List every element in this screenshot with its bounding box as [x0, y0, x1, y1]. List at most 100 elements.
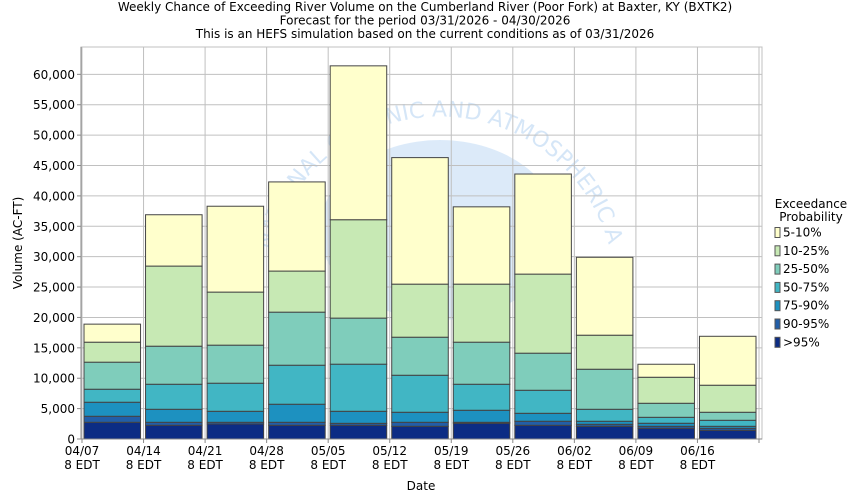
bar-segment-10-25-: [514, 273, 572, 354]
bar-segment-75-90-: [452, 409, 511, 423]
bar-segment-10-25-: [452, 283, 511, 343]
bar-segment-5-10-: [575, 256, 634, 336]
legend-label: 5-10%: [783, 226, 822, 240]
legend-label: 50-75%: [783, 280, 829, 294]
bar-segment-5-10-: [514, 173, 572, 275]
bar-segment-5-10-: [391, 157, 449, 285]
bar-segment-5-10-: [698, 335, 757, 386]
bar-segment-50-75-: [575, 408, 634, 422]
bar-stack-05-19: [452, 206, 511, 440]
bar-segment-50-75-: [329, 363, 388, 412]
y-tick-label: 25,000: [33, 281, 75, 295]
bar-segment-90-95-: [83, 415, 142, 423]
legend-swatch: [774, 245, 781, 257]
bar-segment--95-: [698, 429, 757, 440]
y-tick-label: 40,000: [33, 189, 75, 203]
bar-segment-10-25-: [145, 265, 203, 347]
bar-segment-90-95-: [514, 420, 572, 426]
bar-segment-75-90-: [206, 410, 265, 423]
bar-stack-06-16: [698, 335, 757, 440]
bar-segment-5-10-: [83, 323, 142, 343]
x-tick-label: 04/28: [249, 444, 284, 458]
bar-stack-05-12: [391, 157, 449, 440]
x-tick-label: 05/05: [311, 444, 346, 458]
bar-segment-50-75-: [514, 389, 572, 414]
bar-segment-5-10-: [206, 205, 265, 293]
bar-segment-75-90-: [268, 403, 326, 423]
bar-stack-04-07: [83, 323, 142, 440]
bar-segment--95-: [206, 423, 265, 440]
bar-segment-10-25-: [268, 270, 326, 313]
bar-segment--95-: [575, 425, 634, 440]
bar-segment-75-90-: [145, 408, 203, 423]
bar-segment-75-90-: [329, 410, 388, 424]
x-tick-label: 06/16: [680, 444, 715, 458]
bar-segment-25-50-: [83, 361, 142, 390]
legend-swatch: [774, 281, 781, 293]
bar-segment-5-10-: [329, 65, 388, 221]
chart-title-line: This is an HEFS simulation based on the …: [195, 27, 655, 41]
bar-segment-10-25-: [637, 376, 695, 404]
chart-axes: 0 5,000 10,000 15,000 20,000 25,000 30,000 35,0…: [11, 47, 762, 493]
bar-segment-25-50-: [698, 411, 757, 421]
x-tick-sublabel: 8 EDT: [126, 458, 162, 472]
chart-bars: [83, 65, 757, 440]
bar-segment-75-90-: [391, 411, 449, 423]
bar-segment-5-10-: [268, 181, 326, 272]
x-tick-sublabel: 8 EDT: [310, 458, 346, 472]
legend-label: >95%: [783, 335, 820, 349]
bar-segment--95-: [391, 425, 449, 440]
x-tick-label: 06/09: [619, 444, 654, 458]
legend-label: 90-95%: [783, 317, 829, 331]
y-tick-label: 5,000: [41, 402, 75, 416]
legend-label: 75-90%: [783, 299, 829, 313]
bar-segment-50-75-: [268, 364, 326, 405]
chart-title-line: Forecast for the period 03/31/2026 - 04/…: [280, 14, 571, 28]
y-tick-label: 50,000: [33, 129, 75, 143]
bar-segment-10-25-: [698, 384, 757, 413]
bar-segment-25-50-: [452, 341, 511, 385]
y-tick-label: 0: [67, 433, 75, 447]
legend-label: 25-50%: [783, 262, 829, 276]
bar-segment-25-50-: [268, 311, 326, 366]
x-tick-sublabel: 8 EDT: [187, 458, 223, 472]
legend-swatch: [774, 263, 781, 275]
bar-stack-04-14: [145, 214, 203, 440]
y-tick-label: 15,000: [33, 341, 75, 355]
bar-segment--95-: [83, 421, 142, 440]
bar-segment-5-10-: [452, 206, 511, 285]
bar-segment-10-25-: [83, 341, 142, 363]
bar-segment-10-25-: [329, 219, 388, 319]
x-tick-sublabel: 8 EDT: [64, 458, 100, 472]
x-axis-label: Date: [407, 479, 436, 493]
legend-swatch: [774, 336, 781, 348]
bar-segment--95-: [329, 424, 388, 440]
x-tick-label: 04/14: [126, 444, 161, 458]
bar-segment-5-10-: [637, 363, 695, 378]
bar-segment-25-50-: [575, 368, 634, 410]
y-tick-label: 55,000: [33, 98, 75, 112]
x-tick-sublabel: 8 EDT: [618, 458, 654, 472]
bar-stack-05-05: [329, 65, 388, 440]
bar-segment-25-50-: [391, 336, 449, 376]
bar-segment-50-75-: [391, 374, 449, 413]
bar-stack-06-09: [637, 363, 695, 440]
bar-segment-25-50-: [637, 402, 695, 418]
bar-stack-04-21: [206, 205, 265, 440]
bar-segment-25-50-: [145, 345, 203, 385]
bar-segment--95-: [145, 424, 203, 440]
bar-segment--95-: [268, 424, 326, 440]
bar-segment-25-50-: [514, 352, 572, 391]
x-tick-label: 06/02: [557, 444, 592, 458]
bar-segment-75-90-: [83, 401, 142, 417]
bar-segment-50-75-: [145, 383, 203, 410]
x-tick-sublabel: 8 EDT: [249, 458, 285, 472]
legend-title: Exceedance: [775, 197, 847, 211]
bar-stack-06-02: [575, 256, 634, 440]
bar-segment-50-75-: [637, 416, 695, 424]
bar-segment-90-95-: [391, 421, 449, 427]
y-tick-label: 20,000: [33, 311, 75, 325]
bar-segment-50-75-: [452, 383, 511, 411]
